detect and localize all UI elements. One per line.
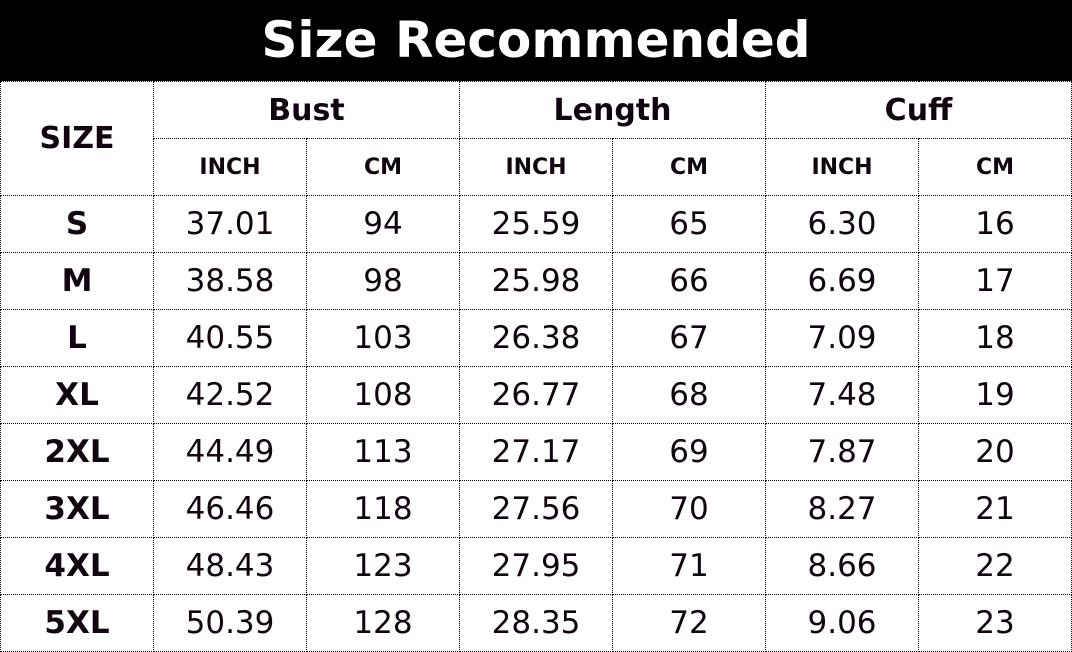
measurement-cell: 8.66 [765, 537, 920, 595]
measurement-cell: 22 [918, 537, 1072, 595]
unit-header: INCH [765, 138, 920, 196]
table-row: 4XL 48.43 123 27.95 71 8.66 22 [0, 537, 1072, 595]
measurement-cell: 16 [918, 195, 1072, 253]
unit-header: CM [918, 138, 1072, 196]
chart-title: Size Recommended [0, 0, 1072, 81]
measurement-cell: 27.95 [459, 537, 614, 595]
measurement-cell: 108 [305, 366, 461, 424]
measurement-cell: 103 [305, 309, 461, 367]
size-label: XL [0, 366, 154, 424]
measurement-cell: 94 [305, 195, 461, 253]
measurement-cell: 40.55 [153, 309, 307, 367]
measurement-cell: 68 [612, 366, 767, 424]
measurement-cell: 27.56 [459, 480, 614, 538]
measurement-cell: 25.59 [459, 195, 614, 253]
size-label: 2XL [0, 423, 154, 481]
size-label: S [0, 195, 154, 253]
bust-header: Bust [152, 81, 461, 139]
size-label: 4XL [0, 537, 154, 595]
measurement-cell: 113 [305, 423, 461, 481]
size-label: L [0, 309, 154, 367]
length-header: Length [459, 81, 767, 139]
measurement-cell: 42.52 [153, 366, 307, 424]
measurement-cell: 26.77 [459, 366, 614, 424]
measurement-cell: 28.35 [459, 594, 614, 652]
table-row: L 40.55 103 26.38 67 7.09 18 [0, 309, 1072, 367]
measurement-cell: 72 [612, 594, 767, 652]
measurement-cell: 66 [612, 252, 767, 310]
measurement-cell: 128 [305, 594, 461, 652]
measurement-cell: 26.38 [459, 309, 614, 367]
measurement-cell: 19 [918, 366, 1072, 424]
size-label: M [0, 252, 154, 310]
measurement-cell: 18 [918, 309, 1072, 367]
table-row: XL 42.52 108 26.77 68 7.48 19 [0, 366, 1072, 424]
cuff-header: Cuff [765, 81, 1072, 139]
measurement-cell: 70 [612, 480, 767, 538]
measurement-cell: 50.39 [153, 594, 307, 652]
measurement-cell: 123 [305, 537, 461, 595]
measurement-cell: 67 [612, 309, 767, 367]
table-row: 3XL 46.46 118 27.56 70 8.27 21 [0, 480, 1072, 538]
unit-header: CM [305, 138, 461, 196]
measurement-cell: 27.17 [459, 423, 614, 481]
measurement-cell: 6.69 [765, 252, 920, 310]
measurement-cell: 20 [918, 423, 1072, 481]
unit-header: INCH [459, 138, 614, 196]
size-header: SIZE [0, 81, 154, 196]
measurement-cell: 38.58 [153, 252, 307, 310]
table-row: 5XL 50.39 128 28.35 72 9.06 23 [0, 594, 1072, 652]
measurement-cell: 48.43 [153, 537, 307, 595]
measurement-cell: 7.09 [765, 309, 920, 367]
table-row: S 37.01 94 25.59 65 6.30 16 [0, 195, 1072, 253]
measurement-cell: 8.27 [765, 480, 920, 538]
measurement-cell: 65 [612, 195, 767, 253]
measurement-cell: 98 [305, 252, 461, 310]
size-label: 3XL [0, 480, 154, 538]
size-label: 5XL [0, 594, 154, 652]
measurement-cell: 25.98 [459, 252, 614, 310]
measurement-cell: 9.06 [765, 594, 920, 652]
table-row: M 38.58 98 25.98 66 6.69 17 [0, 252, 1072, 310]
measurement-cell: 7.87 [765, 423, 920, 481]
measurement-cell: 69 [612, 423, 767, 481]
measurement-cell: 6.30 [765, 195, 920, 253]
measurement-cell: 7.48 [765, 366, 920, 424]
measurement-cell: 44.49 [153, 423, 307, 481]
measurement-cell: 21 [918, 480, 1072, 538]
size-table: SIZE Bust Length Cuff INCH CM INCH CM INCH CM… [0, 81, 1072, 652]
measurement-cell: 118 [305, 480, 461, 538]
unit-header: CM [612, 138, 767, 196]
measurement-cell: 46.46 [153, 480, 307, 538]
measurement-cell: 71 [612, 537, 767, 595]
unit-header: INCH [153, 138, 307, 196]
measurement-cell: 37.01 [153, 195, 307, 253]
measurement-cell: 23 [918, 594, 1072, 652]
measurement-cell: 17 [918, 252, 1072, 310]
table-row: 2XL 44.49 113 27.17 69 7.87 20 [0, 423, 1072, 481]
